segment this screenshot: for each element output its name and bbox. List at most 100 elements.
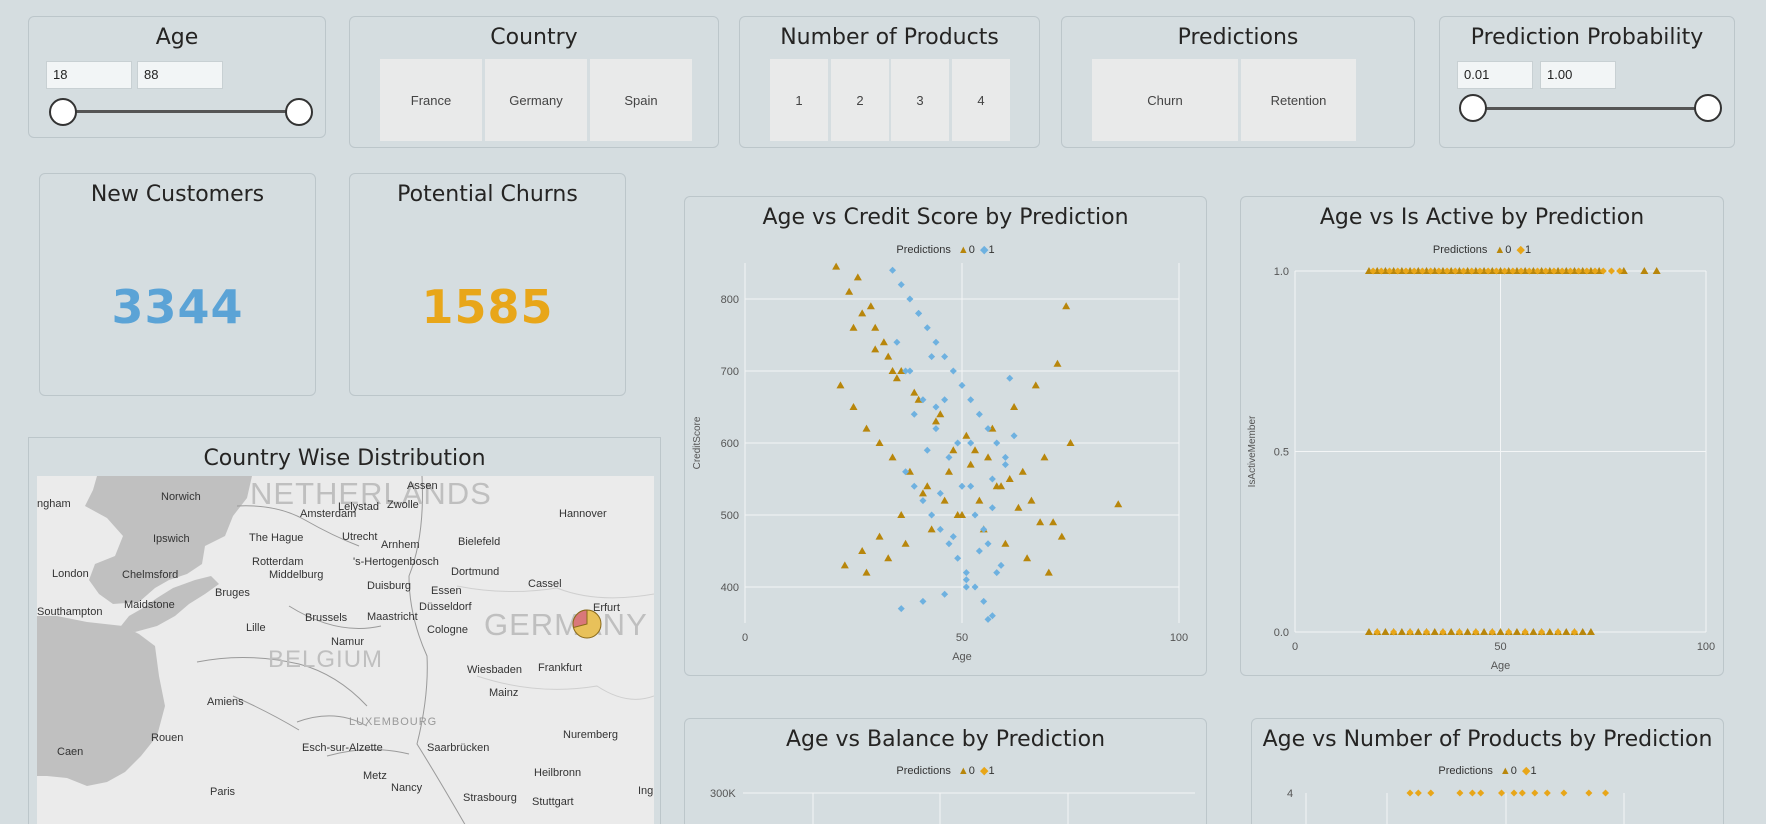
data-point <box>849 323 858 331</box>
age-slider-min-handle[interactable] <box>49 98 77 126</box>
data-point <box>1477 789 1485 797</box>
map-city: ngham <box>37 498 71 510</box>
products-tile-4[interactable]: 4 <box>952 59 1010 141</box>
map-city: 's-Hertogenbosch <box>353 556 439 568</box>
data-point <box>1509 267 1517 275</box>
map-city: Rotterdam <box>252 556 304 568</box>
legend-label: Predictions <box>896 765 951 777</box>
map-city: Esch-sur-Alzette <box>302 742 383 754</box>
map-city: Wiesbaden <box>467 664 523 676</box>
products-plot[interactable]: 4 <box>1252 719 1725 824</box>
predictions-tile-churn[interactable]: Churn <box>1092 59 1238 141</box>
products-slicer: Number of Products 1 2 3 4 <box>739 16 1040 148</box>
data-point <box>971 583 979 591</box>
data-point <box>1053 359 1062 367</box>
data-point <box>1406 628 1414 636</box>
y-tick-label: 700 <box>721 366 739 378</box>
data-point <box>836 381 845 389</box>
country-slicer: Country France Germany Spain <box>349 16 719 148</box>
data-point <box>1558 267 1566 275</box>
age-slider-track[interactable] <box>63 110 303 113</box>
data-point <box>1406 789 1414 797</box>
is-active-chart-title: Age vs Is Active by Prediction <box>1319 205 1645 230</box>
legend-label: Predictions <box>1438 765 1493 777</box>
age-min-input[interactable]: 18 <box>46 61 132 89</box>
data-point <box>1484 267 1492 275</box>
products-tile-2[interactable]: 2 <box>831 59 889 141</box>
probability-slider-min-handle[interactable] <box>1459 94 1487 122</box>
data-point <box>1036 518 1045 526</box>
data-point <box>871 323 880 331</box>
country-tile-germany[interactable]: Germany <box>485 59 587 141</box>
data-point <box>888 453 897 461</box>
data-point <box>971 511 979 519</box>
map-city: Paris <box>210 786 236 798</box>
data-point <box>962 583 970 591</box>
predictions-tile-retention[interactable]: Retention <box>1241 59 1356 141</box>
country-tile-france[interactable]: France <box>380 59 482 141</box>
data-point <box>892 374 901 382</box>
map-city: Amsterdam <box>300 508 357 520</box>
legend-triangle-icon: ▲ <box>957 765 969 777</box>
data-point <box>940 496 949 504</box>
legend-triangle-icon: ▲ <box>1494 244 1506 256</box>
data-point <box>923 446 931 454</box>
x-axis-label: Age <box>952 651 972 663</box>
age-max-input[interactable]: 88 <box>137 61 223 89</box>
probability-slider-track[interactable] <box>1474 107 1710 110</box>
data-point <box>928 511 936 519</box>
data-point <box>862 424 871 432</box>
map-city: Lille <box>246 622 266 634</box>
map-city: Cassel <box>528 578 562 590</box>
probability-slicer: Prediction Probability 0.01 1.00 <box>1439 16 1735 148</box>
map-region-netherlands: NETHERLANDS <box>250 476 492 511</box>
age-slider-max-handle[interactable] <box>285 98 313 126</box>
map-city: Düsseldorf <box>419 601 472 613</box>
data-point <box>936 525 944 533</box>
data-point <box>932 403 940 411</box>
probability-min-input[interactable]: 0.01 <box>1457 61 1533 89</box>
data-point <box>953 511 962 518</box>
credit-score-chart-card: Age vs Credit Score by Prediction Predic… <box>684 196 1207 676</box>
balance-plot[interactable]: 300K <box>685 719 1208 824</box>
data-point <box>1410 267 1418 275</box>
data-point <box>914 395 923 403</box>
products-tile-3[interactable]: 3 <box>891 59 949 141</box>
data-point <box>1373 628 1381 636</box>
data-point <box>954 554 962 562</box>
data-point <box>1505 628 1513 636</box>
country-tile-spain[interactable]: Spain <box>590 59 692 141</box>
map-city: Bielefeld <box>458 536 501 548</box>
credit-score-plot[interactable]: 0 50 100 400 500 600 700 800 Age CreditScore <box>685 197 1208 677</box>
data-point <box>1001 539 1010 547</box>
potential-churns-title: Potential Churns <box>397 182 578 207</box>
probability-slider-max-handle[interactable] <box>1694 94 1722 122</box>
is-active-plot[interactable]: 0 50 100 0.0 0.5 1.0 Age IsActiveMember <box>1241 197 1725 677</box>
germany-pie-marker[interactable] <box>570 607 604 641</box>
products-tile-1[interactable]: 1 <box>770 59 828 141</box>
map-city: Lelystad <box>338 501 379 513</box>
probability-slicer-title: Prediction Probability <box>1470 25 1704 50</box>
map-canvas[interactable]: NETHERLANDS GERMANY BELGIUM LUXEMBOURG n… <box>37 476 654 824</box>
potential-churns-value: 1585 <box>421 280 554 334</box>
data-point <box>905 467 914 475</box>
new-customers-title: New Customers <box>90 182 265 207</box>
data-point <box>1560 789 1568 797</box>
legend-diamond-icon: ◆ <box>979 765 989 777</box>
map-city: Stuttgart <box>532 796 574 808</box>
probability-max-input[interactable]: 1.00 <box>1540 61 1616 89</box>
y-tick-label: 600 <box>721 438 739 450</box>
data-point <box>1018 467 1027 475</box>
data-point <box>1001 461 1009 469</box>
data-point <box>1518 789 1526 797</box>
data-point <box>975 547 983 555</box>
data-point <box>1427 789 1435 797</box>
data-point <box>1006 374 1014 382</box>
x-axis-label: Age <box>1491 660 1511 672</box>
x-tick-label: 0 <box>1292 641 1298 653</box>
map-city: Middelburg <box>269 569 324 581</box>
data-point <box>1599 267 1607 275</box>
data-point <box>949 367 957 375</box>
map-city: Chelmsford <box>122 569 179 581</box>
y-tick-label: 1.0 <box>1274 266 1289 278</box>
